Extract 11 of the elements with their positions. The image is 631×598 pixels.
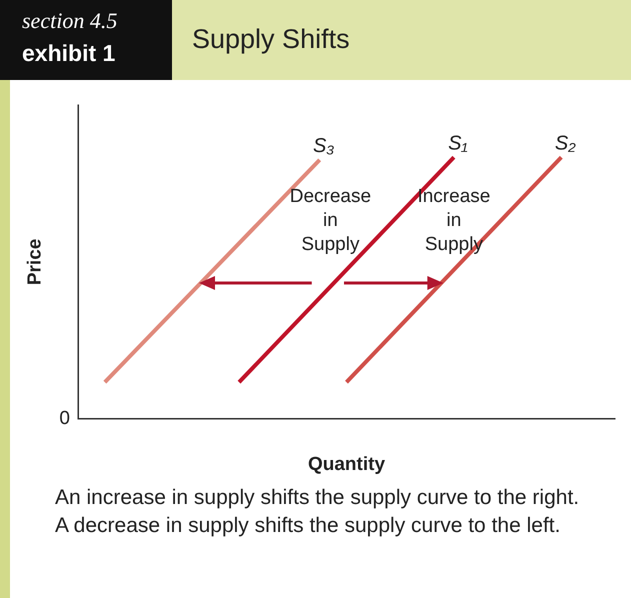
x-axis-title: Quantity bbox=[308, 454, 386, 475]
annotation: Decrease in Supply bbox=[290, 186, 372, 255]
text: An increase in supply shifts the supply curve to the right. A decrease in supply shifts the supply curve to the left. bbox=[55, 485, 580, 539]
series-label: S₂ bbox=[554, 132, 576, 154]
text: 0 bbox=[59, 408, 70, 430]
chart-title: Supply Shifts bbox=[192, 24, 350, 55]
text: exhibit 1 bbox=[22, 40, 116, 67]
series-label: S₁ bbox=[448, 132, 468, 154]
y-axis-title: Price bbox=[24, 238, 46, 286]
text: section 4.5 bbox=[22, 8, 118, 34]
series-label: S₃ bbox=[313, 134, 334, 157]
